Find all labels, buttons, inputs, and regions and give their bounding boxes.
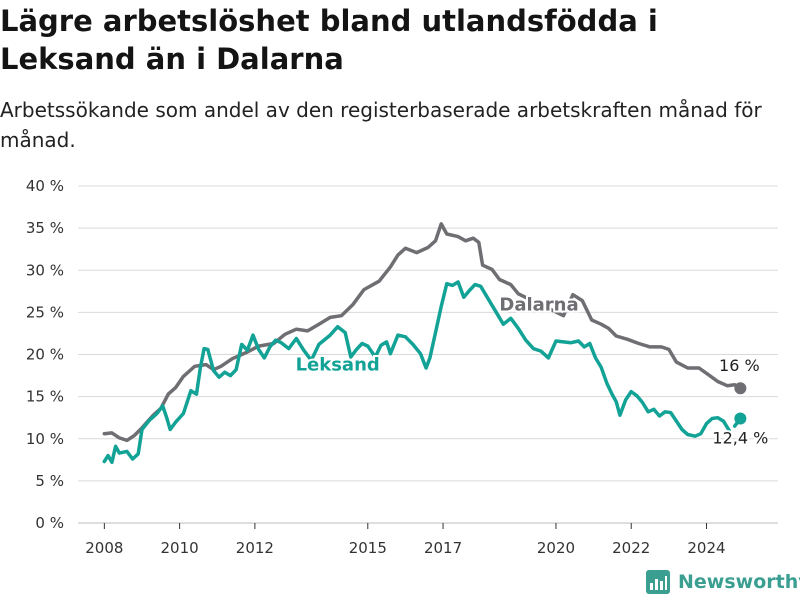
x-tick-label: 2012	[236, 539, 274, 557]
series-end-marker-leksand	[734, 412, 747, 425]
series-line-leksand	[102, 280, 731, 465]
y-tick-label: 40 %	[26, 177, 64, 195]
newsworthy-logo-icon	[646, 570, 670, 594]
x-tick-label: 2015	[349, 539, 387, 557]
series-end-marker-dalarna	[734, 382, 747, 395]
x-tick-label: 2010	[161, 539, 199, 557]
y-tick-label: 10 %	[26, 430, 64, 448]
chart-title: Lägre arbetslöshet bland utlandsfödda i …	[0, 4, 658, 76]
end-value-label-dalarna: 16 %	[719, 356, 760, 375]
x-tick-label: 2020	[537, 539, 575, 557]
brand-name: Newsworthy	[678, 571, 800, 593]
y-tick-label: 20 %	[26, 346, 64, 364]
series-line-dalarna	[102, 222, 743, 443]
chart-subtitle: Arbetssökande som andel av den registerb…	[0, 98, 762, 152]
x-tick-label: 2024	[687, 539, 725, 557]
y-tick-label: 0 %	[35, 514, 64, 532]
x-tick-label: 2008	[85, 539, 123, 557]
end-value-label-leksand: 12,4 %	[712, 429, 768, 448]
x-tick-label: 2022	[612, 539, 650, 557]
y-tick-label: 5 %	[35, 472, 64, 490]
y-tick-label: 15 %	[26, 388, 64, 406]
y-tick-label: 35 %	[26, 219, 64, 237]
series-label-dalarna: Dalarna	[499, 295, 578, 316]
y-tick-label: 25 %	[26, 303, 64, 321]
brand-logo: Newsworthy	[646, 570, 800, 594]
x-tick-label: 2017	[424, 539, 462, 557]
series-label-leksand: Leksand	[296, 355, 380, 376]
y-tick-label: 30 %	[26, 261, 64, 279]
